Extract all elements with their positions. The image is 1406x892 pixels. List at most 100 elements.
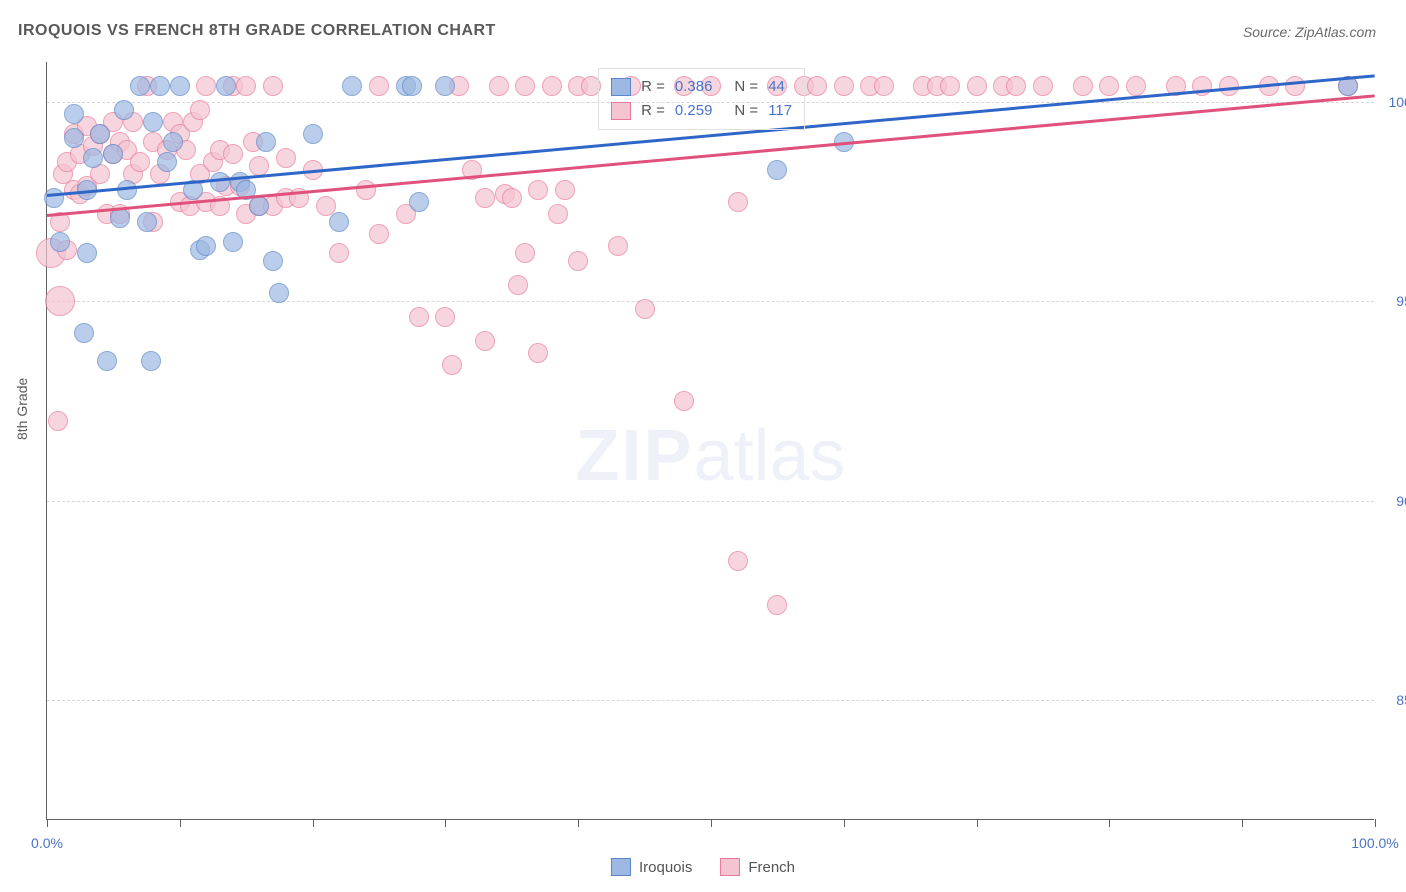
- iroquois-point: [409, 192, 429, 212]
- french-point: [555, 180, 575, 200]
- stats-row-iroquois: R =0.386N =44: [611, 75, 792, 99]
- iroquois-point: [303, 124, 323, 144]
- swatch-iroquois: [611, 858, 631, 876]
- french-point: [542, 76, 562, 96]
- iroquois-point: [216, 76, 236, 96]
- x-tick: [180, 819, 181, 827]
- x-tick-label: 100.0%: [1351, 835, 1398, 851]
- swatch-iroquois: [611, 78, 631, 96]
- swatch-french: [720, 858, 740, 876]
- y-axis-title: 8th Grade: [14, 378, 30, 440]
- x-tick: [578, 819, 579, 827]
- iroquois-point: [170, 76, 190, 96]
- french-point: [236, 76, 256, 96]
- x-tick: [1375, 819, 1376, 827]
- x-tick: [445, 819, 446, 827]
- legend-item-french: French: [720, 858, 795, 876]
- iroquois-point: [196, 236, 216, 256]
- legend-label-french: French: [748, 859, 795, 876]
- iroquois-point: [50, 232, 70, 252]
- y-tick-label: 100.0%: [1389, 94, 1406, 110]
- french-point: [489, 76, 509, 96]
- x-tick: [977, 819, 978, 827]
- gridline: [47, 301, 1374, 302]
- iroquois-point: [110, 208, 130, 228]
- french-point: [223, 144, 243, 164]
- french-point: [940, 76, 960, 96]
- iroquois-point: [90, 124, 110, 144]
- iroquois-point: [256, 132, 276, 152]
- iroquois-point: [150, 76, 170, 96]
- x-tick: [1109, 819, 1110, 827]
- french-point: [874, 76, 894, 96]
- french-point: [674, 391, 694, 411]
- iroquois-point: [269, 283, 289, 303]
- french-point: [1099, 76, 1119, 96]
- french-point: [767, 595, 787, 615]
- legend-item-iroquois: Iroquois: [611, 858, 692, 876]
- french-point: [249, 156, 269, 176]
- french-point: [728, 551, 748, 571]
- iroquois-point: [137, 212, 157, 232]
- iroquois-point: [130, 76, 150, 96]
- french-point: [528, 180, 548, 200]
- y-tick-label: 85.0%: [1396, 692, 1406, 708]
- french-point: [1033, 76, 1053, 96]
- french-point: [1285, 76, 1305, 96]
- french-point: [329, 243, 349, 263]
- french-point: [1073, 76, 1093, 96]
- source-label: Source: ZipAtlas.com: [1243, 24, 1376, 40]
- x-tick: [711, 819, 712, 827]
- french-point: [967, 76, 987, 96]
- iroquois-point: [143, 112, 163, 132]
- french-point: [196, 76, 216, 96]
- iroquois-point: [329, 212, 349, 232]
- y-tick-label: 95.0%: [1396, 293, 1406, 309]
- french-point: [807, 76, 827, 96]
- gridline: [47, 700, 1374, 701]
- iroquois-point: [64, 104, 84, 124]
- french-point: [409, 307, 429, 327]
- iroquois-point: [263, 251, 283, 271]
- french-point: [508, 275, 528, 295]
- french-point: [435, 307, 455, 327]
- iroquois-point: [141, 351, 161, 371]
- french-point: [568, 251, 588, 271]
- watermark: ZIPatlas: [575, 415, 845, 497]
- gridline: [47, 501, 1374, 502]
- iroquois-point: [64, 128, 84, 148]
- stats-row-french: R =0.259N =117: [611, 99, 792, 123]
- french-point: [528, 343, 548, 363]
- french-point: [834, 76, 854, 96]
- french-point: [1126, 76, 1146, 96]
- french-point: [263, 76, 283, 96]
- legend-label-iroquois: Iroquois: [639, 859, 692, 876]
- french-point: [515, 76, 535, 96]
- iroquois-point: [114, 100, 134, 120]
- french-point: [1006, 76, 1026, 96]
- x-tick: [47, 819, 48, 827]
- french-point: [130, 152, 150, 172]
- iroquois-point: [163, 132, 183, 152]
- chart-container: IROQUOIS VS FRENCH 8TH GRADE CORRELATION…: [0, 0, 1406, 892]
- iroquois-point: [435, 76, 455, 96]
- iroquois-point: [44, 188, 64, 208]
- iroquois-point: [767, 160, 787, 180]
- iroquois-point: [77, 243, 97, 263]
- iroquois-point: [223, 232, 243, 252]
- french-point: [276, 148, 296, 168]
- iroquois-point: [74, 323, 94, 343]
- french-point: [45, 286, 75, 316]
- iroquois-point: [402, 76, 422, 96]
- iroquois-point: [97, 351, 117, 371]
- swatch-french: [611, 102, 631, 120]
- x-tick: [313, 819, 314, 827]
- french-point: [548, 204, 568, 224]
- french-point: [190, 100, 210, 120]
- y-tick-label: 90.0%: [1396, 493, 1406, 509]
- french-point: [475, 188, 495, 208]
- x-tick: [1242, 819, 1243, 827]
- french-point: [48, 411, 68, 431]
- x-tick: [844, 819, 845, 827]
- stats-legend: R =0.386N =44R =0.259N =117: [598, 68, 805, 130]
